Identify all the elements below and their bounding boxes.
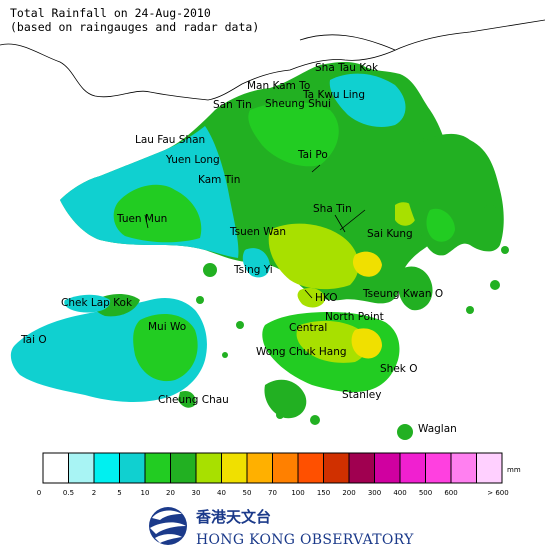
legend-swatch	[272, 452, 299, 484]
legend-tick-label: 10	[141, 489, 150, 497]
legend-swatch	[221, 452, 248, 484]
legend-tick-label: 40	[217, 489, 226, 497]
legend-tick-label: 300	[368, 489, 381, 497]
sai-kung-peninsula	[398, 133, 504, 311]
label-sha-tin: Sha Tin	[313, 203, 352, 215]
legend-tick-label: 0.5	[63, 489, 74, 497]
label-tseung-kwan-o: Tseung Kwan O	[362, 288, 443, 300]
label-sheung-shui: Sheung Shui	[265, 98, 331, 110]
legend-unit-label: mm	[507, 466, 521, 474]
label-mui-wo: Mui Wo	[148, 321, 186, 333]
legend-tick-label: 70	[268, 489, 277, 497]
legend-tick-label: 50	[243, 489, 252, 497]
label-tai-o: Tai O	[20, 334, 47, 346]
hko-emblem-icon	[149, 507, 187, 545]
legend-swatch	[425, 452, 452, 484]
label-central: Central	[289, 322, 327, 334]
legend-swatch	[297, 452, 324, 484]
label-tsing-yi: Tsing Yi	[233, 264, 273, 276]
label-san-tin: San Tin	[213, 99, 252, 111]
label-kam-tin: Kam Tin	[198, 174, 240, 186]
map-title: Total Rainfall on 24-Aug-2010 (based on …	[10, 6, 259, 34]
legend-swatch	[450, 452, 477, 484]
label-sha-tau-kok: Sha Tau Kok	[315, 62, 379, 74]
small-islands	[196, 204, 509, 440]
hko-english-name: HONG KONG OBSERVATORY	[196, 532, 414, 548]
label-north-point: North Point	[325, 311, 384, 323]
label-man-kam-to: Man Kam To	[247, 80, 310, 92]
legend-tick-label: 5	[117, 489, 121, 497]
chek-lap-kok-island	[64, 294, 111, 313]
label-shek-o: Shek O	[380, 363, 417, 375]
legend-tick-label: 600	[444, 489, 457, 497]
new-territories	[60, 61, 474, 304]
lamma-island	[264, 379, 307, 419]
label-tsuen-wan: Tsuen Wan	[229, 226, 286, 238]
legend-tick-label: 150	[317, 489, 330, 497]
label-waglan: Waglan	[418, 423, 457, 435]
cheung-chau-island	[178, 390, 196, 408]
legend-swatch	[246, 452, 273, 484]
legend-tick-label: 30	[192, 489, 201, 497]
legend-swatch	[195, 452, 222, 484]
label-sai-kung: Sai Kung	[367, 228, 413, 240]
legend-tick-label: 200	[342, 489, 355, 497]
legend-swatch	[348, 452, 375, 484]
legend-swatch	[93, 452, 120, 484]
mainland-coastline	[0, 19, 545, 101]
hko-logo: 香港天文台 HONG KONG OBSERVATORY	[149, 507, 414, 548]
legend-tick-label: 20	[166, 489, 175, 497]
legend-swatch	[476, 452, 503, 484]
label-ta-kwu-ling: Ta Kwu Ling	[302, 89, 365, 101]
legend-swatch	[399, 452, 426, 484]
label-tai-po: Tai Po	[297, 149, 328, 161]
legend-tick-label: 400	[393, 489, 406, 497]
label-chek-lap-kok: Chek Lap Kok	[61, 297, 133, 309]
label-stanley: Stanley	[342, 389, 381, 401]
label-wong-chuk-hang: Wong Chuk Hang	[256, 346, 347, 358]
label-cheung-chau: Cheung Chau	[158, 394, 229, 406]
place-labels: Sha Tau Kok Man Kam To Ta Kwu Ling San T…	[20, 62, 457, 435]
legend-swatch	[119, 452, 146, 484]
label-hko: HKO	[315, 292, 337, 304]
legend-swatch	[170, 452, 197, 484]
label-yuen-long: Yuen Long	[165, 154, 220, 166]
legend-swatch	[68, 452, 95, 484]
legend-tick-label: 500	[419, 489, 432, 497]
title-line-2: (based on raingauges and radar data)	[10, 20, 260, 34]
legend-tick-label: 2	[92, 489, 96, 497]
rainfall-legend: 0 0.5 2 5 10 20 30 40 50 70 100 150 200 300 400 500 600 >…	[37, 452, 509, 497]
lantau-island	[10, 294, 207, 402]
tsing-yi-island	[242, 248, 270, 278]
legend-swatch	[374, 452, 401, 484]
legend-swatch	[42, 452, 69, 484]
hko-chinese-name: 香港天文台	[196, 508, 271, 526]
legend-tick-label: > 600	[487, 489, 508, 497]
legend-swatch	[144, 452, 171, 484]
station-markers	[144, 164, 366, 299]
label-lau-fau-shan: Lau Fau Shan	[135, 134, 205, 146]
label-tuen-mun: Tuen Mun	[116, 213, 167, 225]
legend-swatch	[323, 452, 350, 484]
title-line-1: Total Rainfall on 24-Aug-2010	[10, 6, 211, 20]
hong-kong-island	[262, 288, 400, 393]
legend-tick-label: 0	[37, 489, 41, 497]
legend-tick-label: 100	[291, 489, 304, 497]
